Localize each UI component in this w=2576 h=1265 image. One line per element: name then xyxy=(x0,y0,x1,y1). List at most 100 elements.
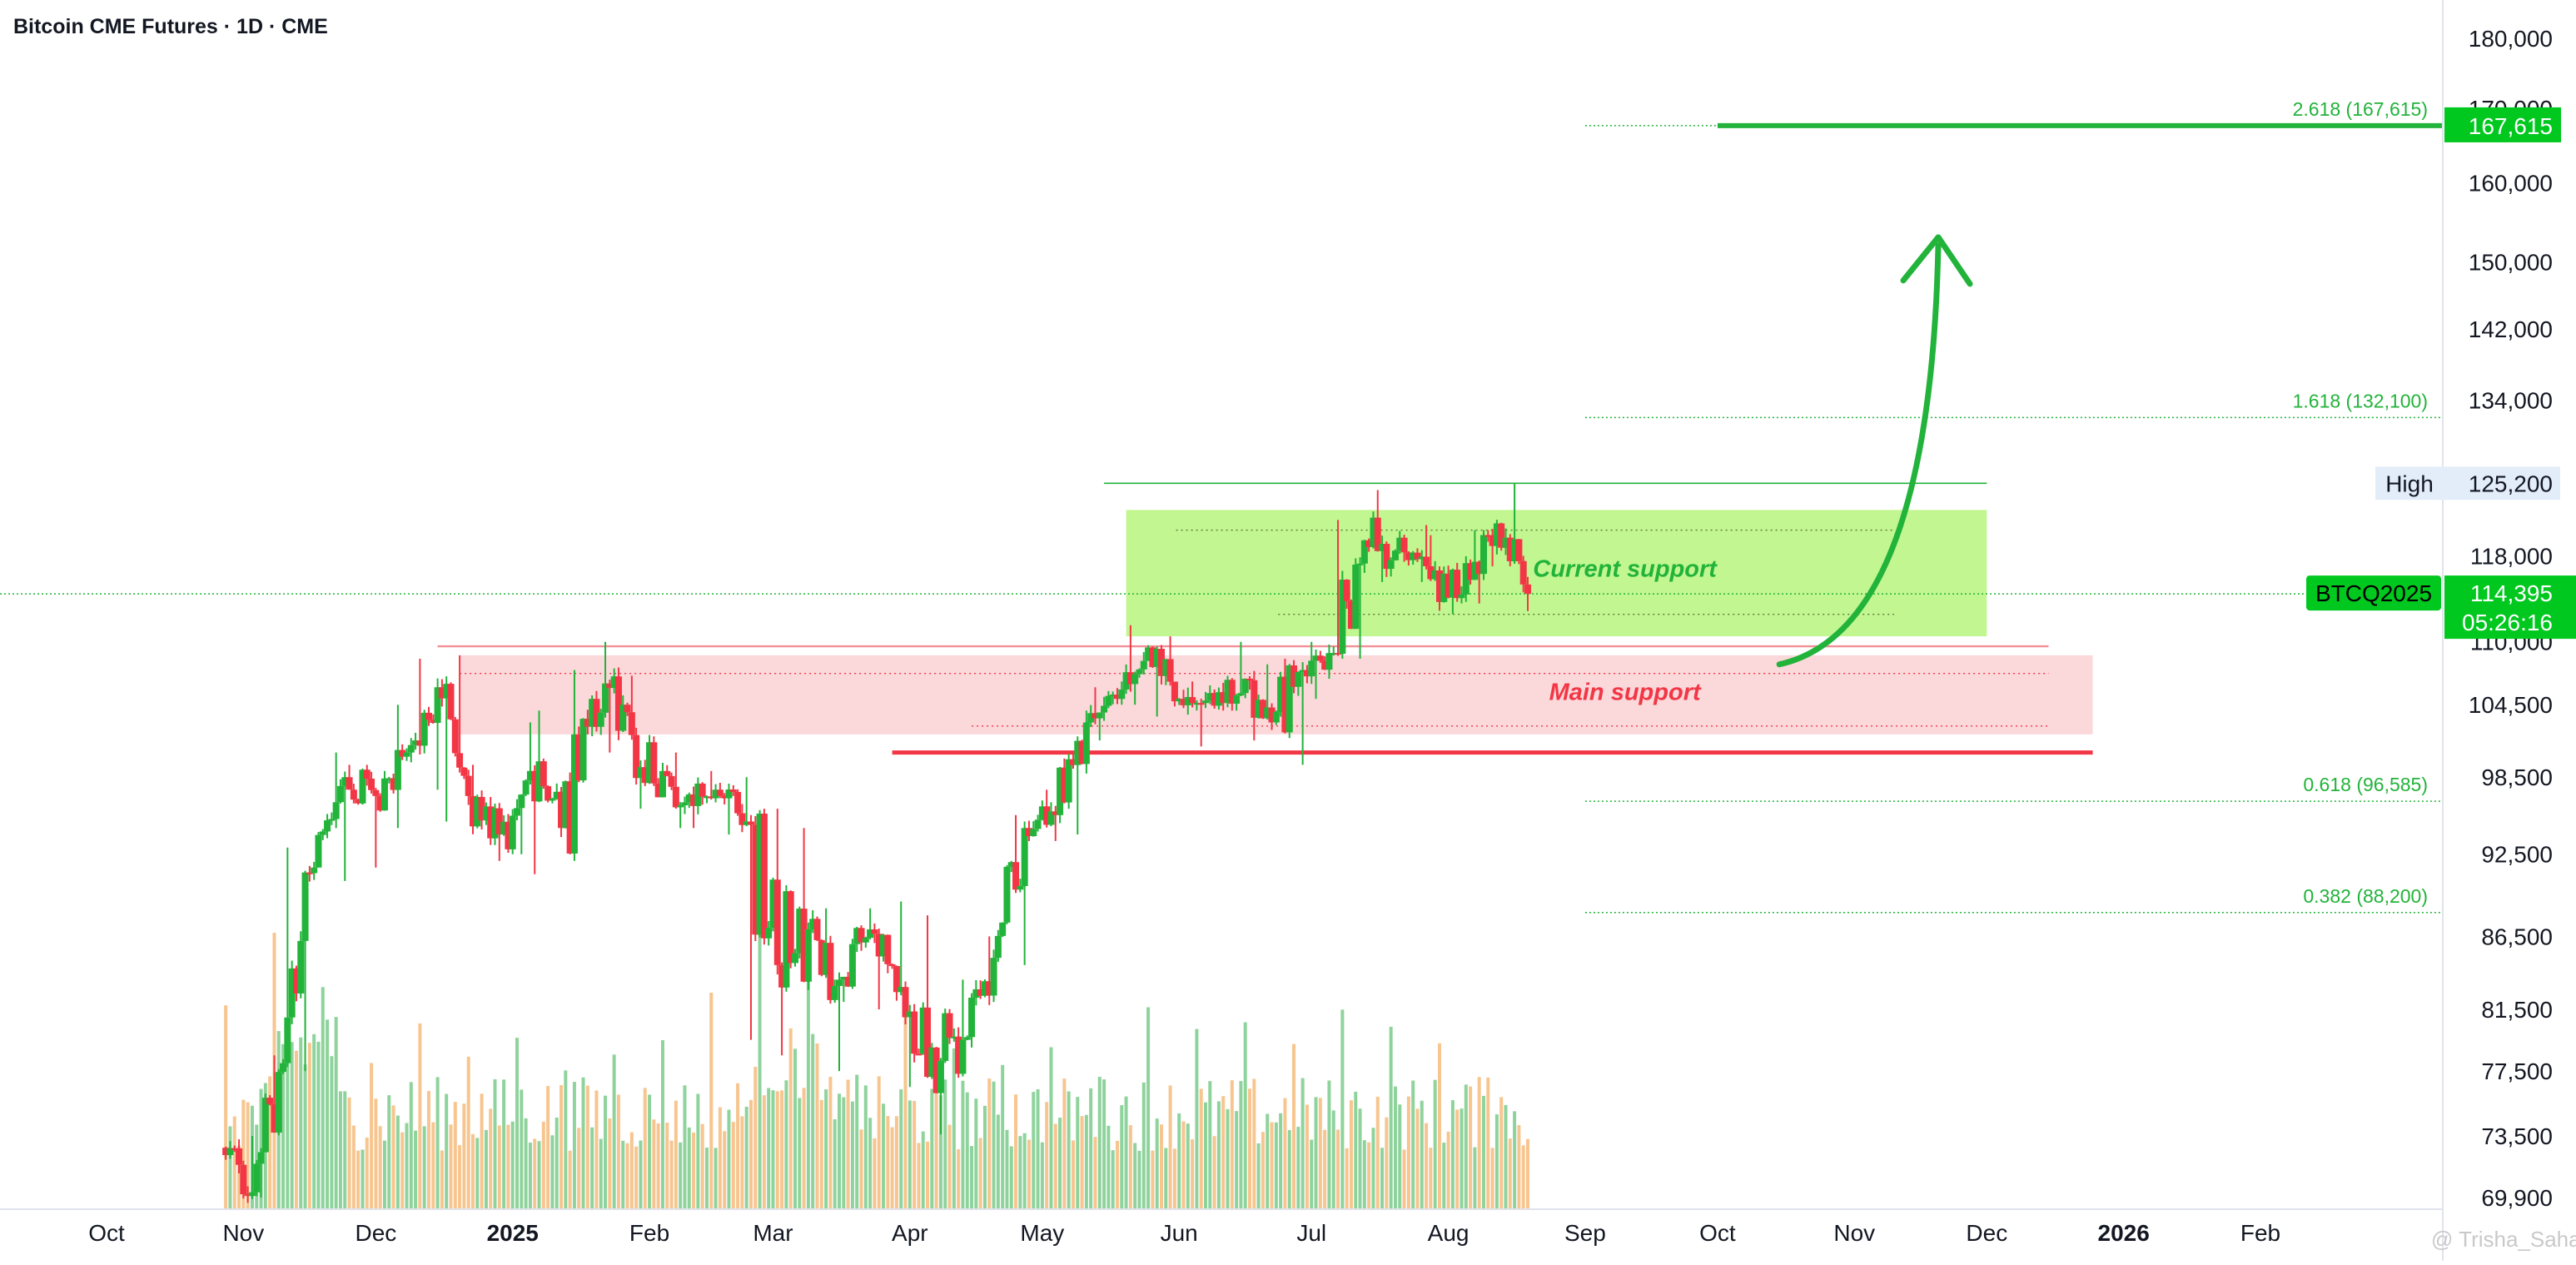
candle-body xyxy=(1237,693,1245,696)
candle-body xyxy=(1206,693,1214,701)
volume-bar xyxy=(696,1093,700,1209)
candle-body xyxy=(677,804,684,808)
time-tick-label: Feb xyxy=(2240,1220,2280,1246)
candle-body xyxy=(495,808,503,835)
candle xyxy=(328,812,336,825)
volume-bar xyxy=(1464,1084,1468,1209)
candle xyxy=(487,796,495,845)
candle xyxy=(986,936,993,1005)
candle-body xyxy=(288,968,296,1018)
candle xyxy=(836,972,843,1072)
candle xyxy=(1431,560,1439,581)
volume-bar xyxy=(1314,1097,1318,1209)
time-tick-label: Sep xyxy=(1564,1220,1606,1246)
candle xyxy=(271,1055,278,1133)
candle xyxy=(465,769,472,805)
price-axis[interactable]: 180,000170,000160,000150,000142,000134,0… xyxy=(2306,26,2576,1211)
candle-body xyxy=(668,775,675,787)
volume-bar xyxy=(1521,1145,1525,1209)
time-axis[interactable]: Oct Nov Dec 2025 Feb Mar Apr May Jun Jul Aug Sep Oct… xyxy=(88,1220,2280,1246)
volume-bar xyxy=(616,1094,620,1209)
candle-body xyxy=(827,943,834,1000)
candle xyxy=(624,702,631,716)
candle xyxy=(1374,490,1381,552)
volume-bar xyxy=(1296,1127,1300,1209)
candle xyxy=(831,979,838,1004)
volume-bar xyxy=(524,1118,528,1209)
candle xyxy=(399,744,406,760)
volume-bar xyxy=(599,1138,603,1209)
candle-body xyxy=(848,944,856,987)
volume-bar xyxy=(1433,1079,1437,1209)
volume-bar xyxy=(660,1040,664,1209)
symbol-tag-bg xyxy=(2306,575,2441,611)
volume-bar xyxy=(718,1107,722,1209)
candle xyxy=(1140,652,1147,675)
candle-body xyxy=(778,964,786,988)
volume-bar xyxy=(594,1090,599,1209)
candle xyxy=(1189,681,1196,708)
candles-layer xyxy=(222,483,1531,1203)
volume-bar xyxy=(391,1105,395,1209)
volume-bar xyxy=(634,1146,639,1209)
candle xyxy=(1467,559,1474,585)
candle-body xyxy=(804,929,812,982)
candle-body xyxy=(553,791,560,799)
candle xyxy=(570,670,578,861)
candle xyxy=(827,935,834,1004)
candle xyxy=(336,779,344,804)
volume-bar xyxy=(1062,1078,1067,1209)
volume-bar xyxy=(294,1050,298,1209)
volume-bar xyxy=(1009,1146,1013,1209)
candle-body xyxy=(1387,560,1395,570)
candle-body xyxy=(1400,537,1408,553)
candle-body xyxy=(376,795,384,811)
candle xyxy=(610,668,618,694)
volume-bar xyxy=(771,1090,775,1209)
candle-body xyxy=(659,770,666,798)
candle-body xyxy=(1519,560,1527,585)
candle xyxy=(818,939,825,977)
candle xyxy=(376,793,384,812)
candle xyxy=(549,797,556,804)
volume-bar xyxy=(361,1149,365,1209)
candle xyxy=(862,936,869,948)
volume-bar xyxy=(449,1124,453,1209)
candle-body xyxy=(1352,564,1360,630)
candle-body xyxy=(566,781,574,854)
candle xyxy=(685,792,693,809)
candle-body xyxy=(531,770,539,802)
volume-bar xyxy=(1221,1096,1226,1209)
candle-body xyxy=(1383,544,1390,570)
candle xyxy=(888,963,896,969)
candle xyxy=(1197,698,1205,747)
volume-bar xyxy=(528,1143,532,1209)
candle xyxy=(950,1028,957,1042)
candle-body xyxy=(579,719,587,781)
candle-body xyxy=(1330,653,1337,655)
candle-body xyxy=(977,989,984,996)
candle-body xyxy=(915,1053,922,1056)
volume-bar xyxy=(1446,1131,1450,1209)
candle-body xyxy=(1467,563,1474,580)
volume-bar xyxy=(1093,1137,1097,1209)
candle xyxy=(1224,675,1231,708)
candle xyxy=(1515,539,1523,565)
volume-bar xyxy=(1230,1080,1234,1209)
candle-body xyxy=(240,1164,247,1195)
levels-layer: 2.618 (167,615) 1.618 (132,100) 0.618 (96,… xyxy=(0,98,2443,914)
candle xyxy=(394,705,401,829)
volume-bar xyxy=(475,1138,480,1209)
candle-body xyxy=(986,981,993,996)
volume-bar xyxy=(480,1093,484,1209)
volume-bar xyxy=(1058,1118,1062,1209)
candle xyxy=(1383,541,1390,577)
volume-bar xyxy=(621,1140,625,1209)
volume-bar xyxy=(723,1131,727,1209)
candle xyxy=(495,803,503,861)
candle xyxy=(1493,520,1500,555)
candle xyxy=(677,802,684,829)
volume-bar xyxy=(1345,1148,1349,1209)
candle xyxy=(1458,586,1465,604)
